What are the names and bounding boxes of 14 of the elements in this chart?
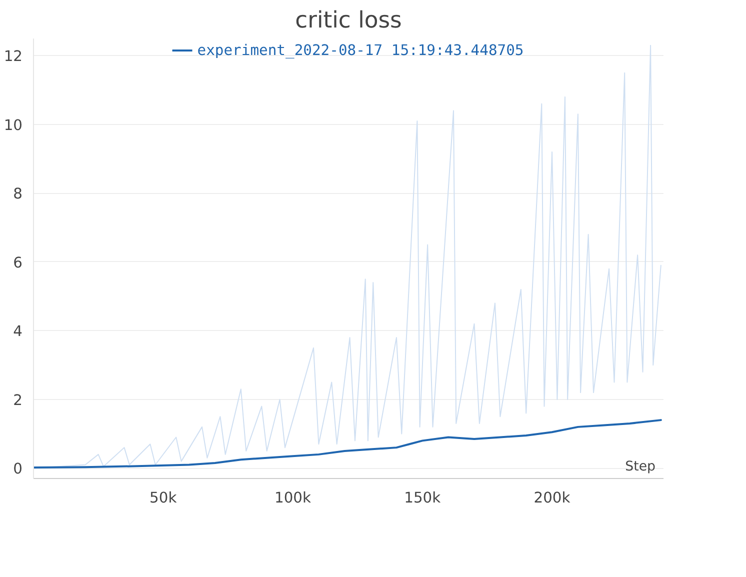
legend-label: experiment_2022-08-17 15:19:43.448705 [197,42,524,58]
chart-title: critic loss [295,8,402,34]
y-tick-label: 10 [4,116,23,134]
y-tick-label: 12 [4,48,23,66]
y-tick-label: 2 [13,392,23,409]
x-axis-title: Step [625,460,656,474]
x-tick-label: 200k [534,490,571,506]
x-tick-label: 100k [274,490,312,506]
y-tick-label: 6 [13,254,23,272]
y-tick-label: 0 [13,460,23,478]
y-tick-label: 4 [13,323,23,340]
x-tick-label: 50k [150,490,178,506]
y-tick-label: 8 [13,186,23,203]
x-tick-label: 150k [404,490,442,506]
